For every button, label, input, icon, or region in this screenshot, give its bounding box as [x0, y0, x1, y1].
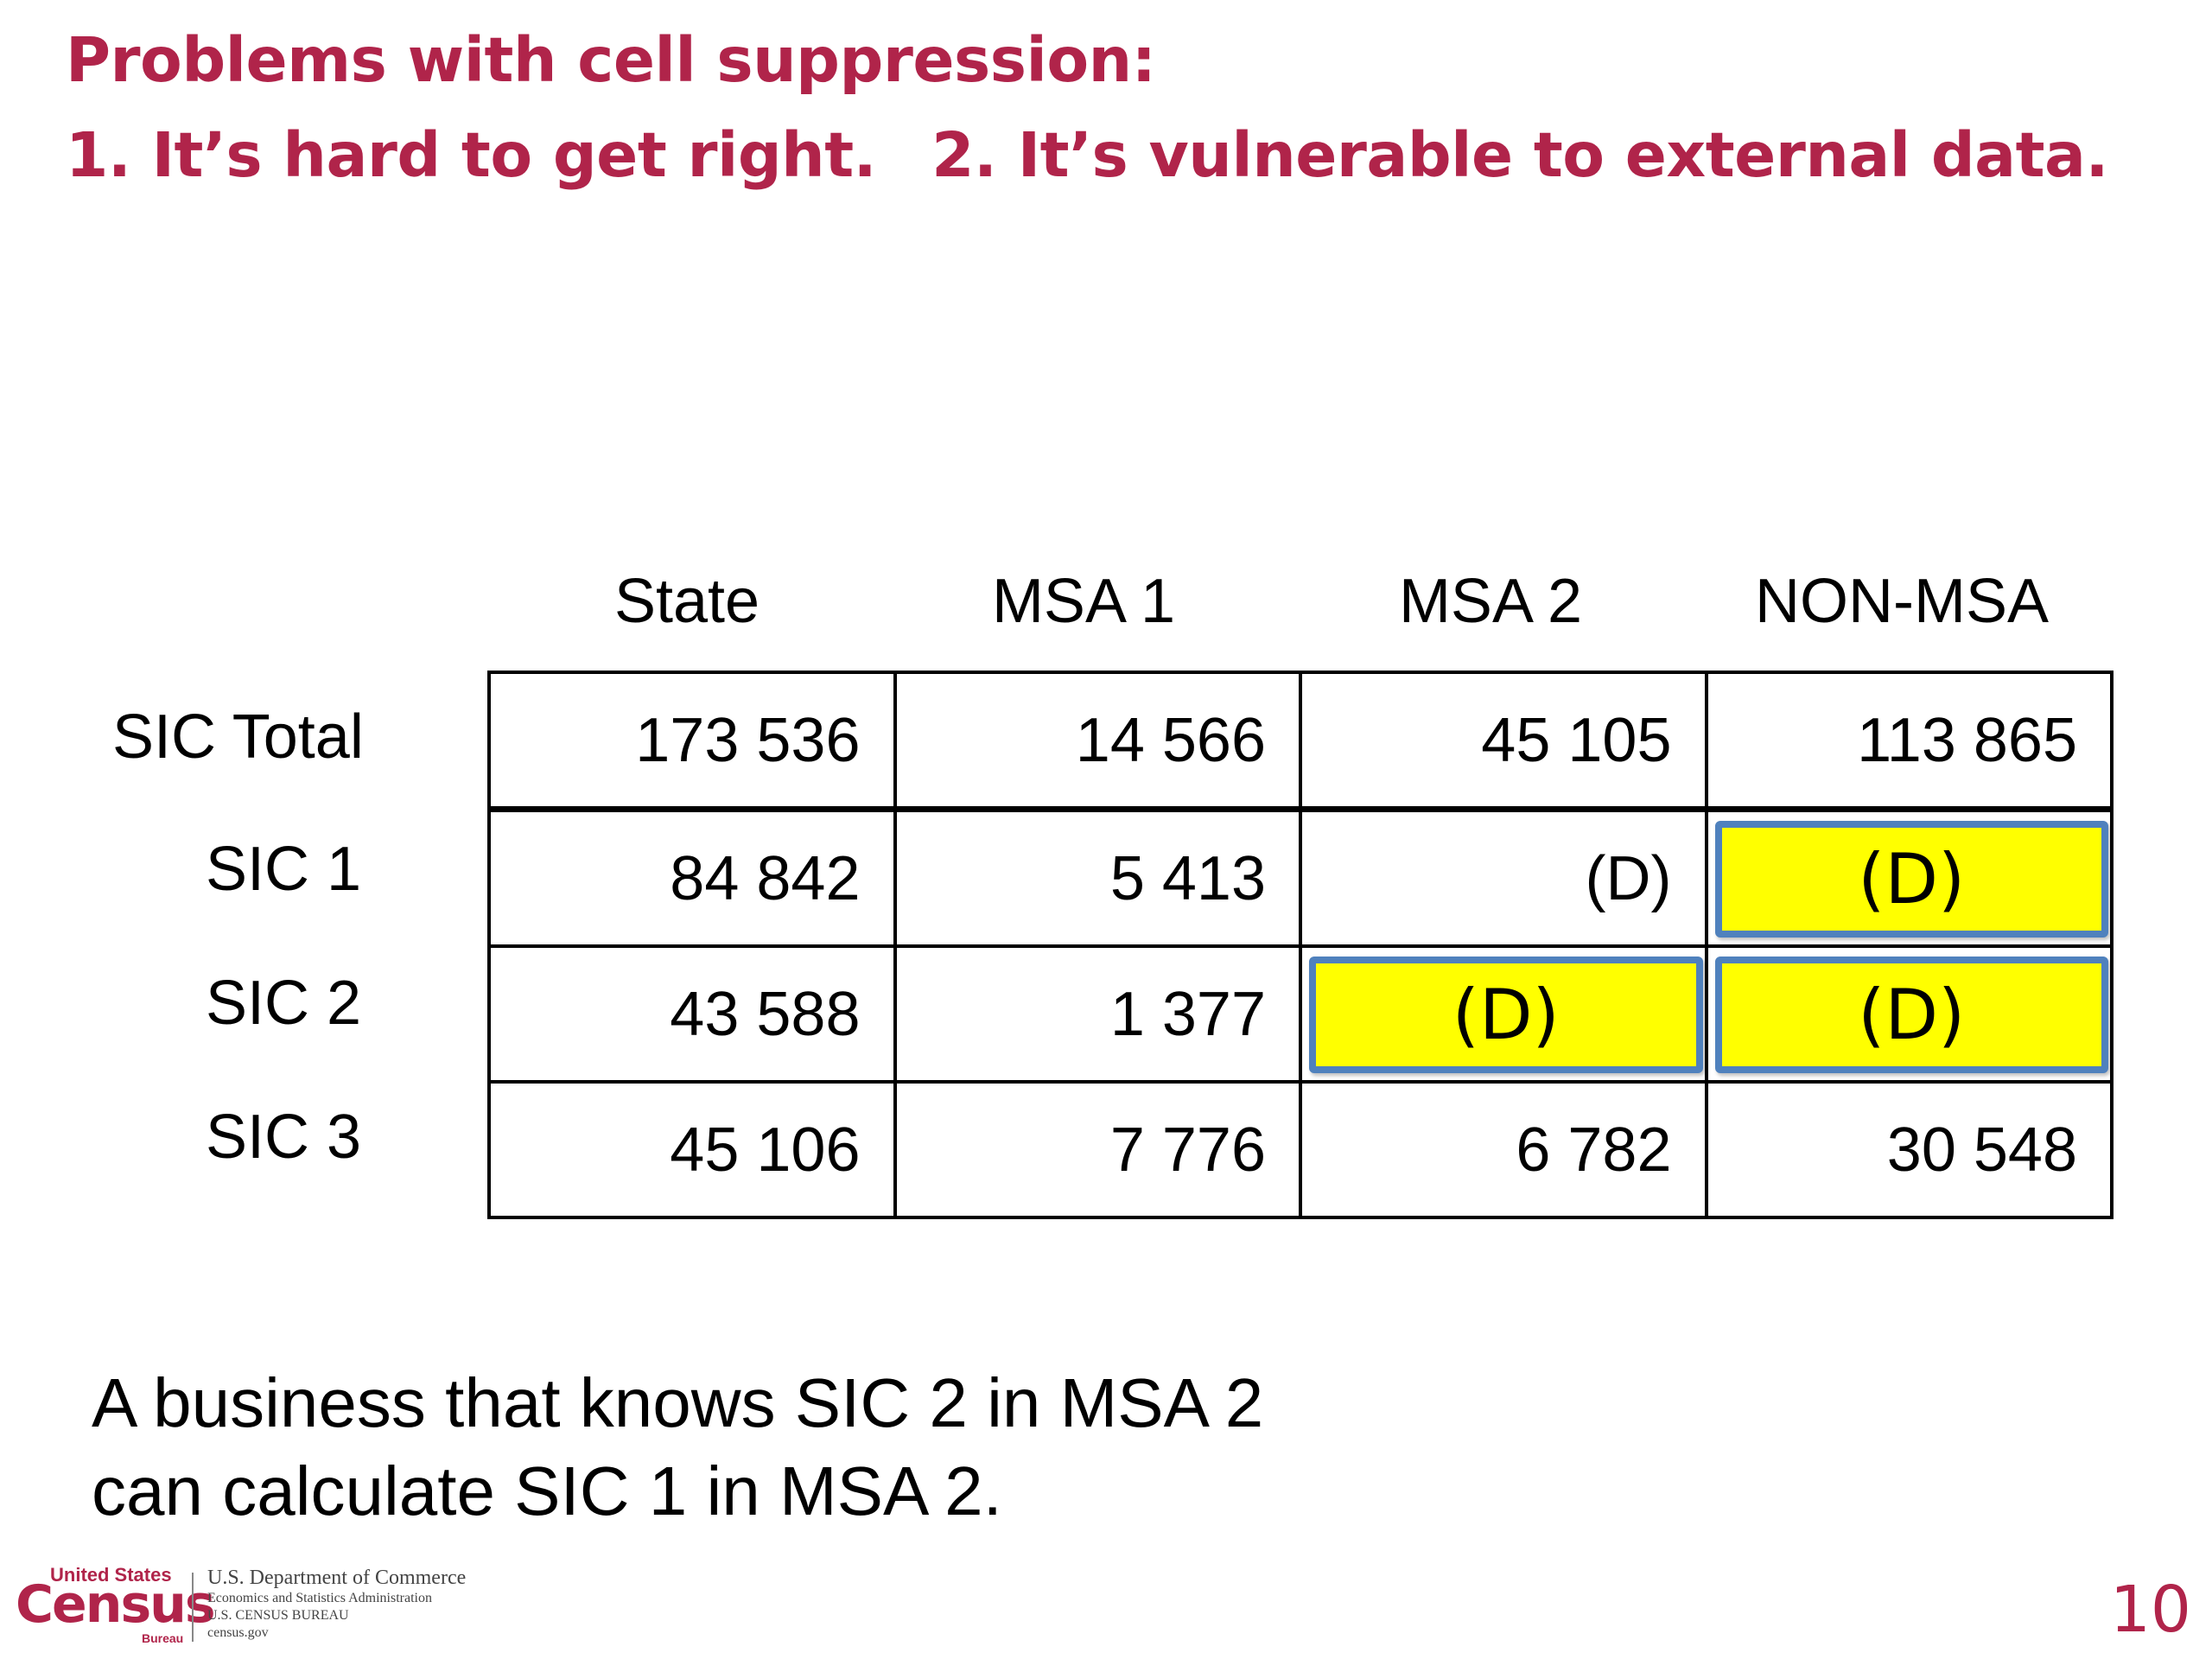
table-row-sic-2: 43 588 1 377 (D) (D)	[487, 944, 2113, 1084]
department-info: U.S. Department of Commerce Economics an…	[207, 1566, 466, 1642]
census-bureau-logo: United States Census Bureau	[14, 1564, 216, 1650]
table-cell: 30 548	[1704, 1080, 2113, 1219]
highlighted-suppressed-value: (D)	[1309, 957, 1703, 1073]
table-cell: 173 536	[487, 671, 897, 812]
highlighted-cell: (D)	[1704, 944, 2113, 1084]
footer-divider	[192, 1573, 194, 1642]
title-point-2: 2. It’s vulnerable to external data.	[931, 119, 2108, 191]
row-header-sic-3: SIC 3	[206, 1103, 362, 1172]
column-header-msa-1: MSA 1	[991, 567, 1176, 636]
dept-website: census.gov	[207, 1625, 269, 1640]
row-header-sic-1: SIC 1	[206, 835, 362, 904]
table-cell: 1 377	[893, 944, 1302, 1084]
dept-bureau: U.S. CENSUS BUREAU	[207, 1608, 349, 1623]
highlighted-suppressed-value: (D)	[1714, 821, 2108, 938]
logo-bureau-text: Bureau	[142, 1631, 184, 1645]
slide-title-line-2: 1. It’s hard to get right. 2. It’s vulner…	[66, 119, 2108, 191]
table-cell: 14 566	[893, 671, 1302, 812]
column-header-msa-2: MSA 2	[1398, 567, 1583, 636]
table-cell: 5 413	[893, 807, 1302, 948]
table-row-sic-3: 45 106 7 776 6 782 30 548	[487, 1080, 2113, 1219]
caption-line-2: can calculate SIC 1 in MSA 2.	[92, 1452, 1002, 1529]
dept-administration: Economics and Statistics Administration	[207, 1591, 432, 1605]
slide-number: 10	[2109, 1573, 2191, 1647]
suppression-table: 173 536 14 566 45 105 113 865 84 842 5 4…	[487, 671, 2113, 1219]
table-cell: 113 865	[1704, 671, 2113, 812]
title-point-1: 1. It’s hard to get right.	[66, 119, 877, 191]
highlighted-cell: (D)	[1704, 807, 2113, 948]
table-row-sic-total: 173 536 14 566 45 105 113 865	[487, 671, 2113, 812]
suppressed-cell: (D)	[1299, 807, 1708, 948]
row-header-sic-total: SIC Total	[112, 702, 364, 772]
table-cell: 43 588	[487, 944, 897, 1084]
highlighted-suppressed-value: (D)	[1714, 957, 2108, 1073]
logo-united-states-text: United States	[50, 1564, 172, 1586]
slide-title-line-1: Problems with cell suppression:	[66, 24, 1156, 96]
table-row-sic-1: 84 842 5 413 (D) (D)	[487, 807, 2113, 948]
table-cell: 6 782	[1299, 1080, 1708, 1219]
row-header-sic-2: SIC 2	[206, 969, 362, 1038]
caption-line-1: A business that knows SIC 2 in MSA 2	[92, 1364, 1264, 1441]
table-cell: 84 842	[487, 807, 897, 948]
logo-census-wordmark: Census	[16, 1574, 216, 1635]
highlighted-cell: (D)	[1299, 944, 1708, 1084]
table-cell: 45 105	[1299, 671, 1708, 812]
dept-name: U.S. Department of Commerce	[207, 1567, 467, 1589]
column-header-state: State	[613, 567, 760, 636]
table-cell: 45 106	[487, 1080, 897, 1219]
column-header-non-msa: NON-MSA	[1755, 567, 2049, 636]
table-cell: 7 776	[893, 1080, 1302, 1219]
